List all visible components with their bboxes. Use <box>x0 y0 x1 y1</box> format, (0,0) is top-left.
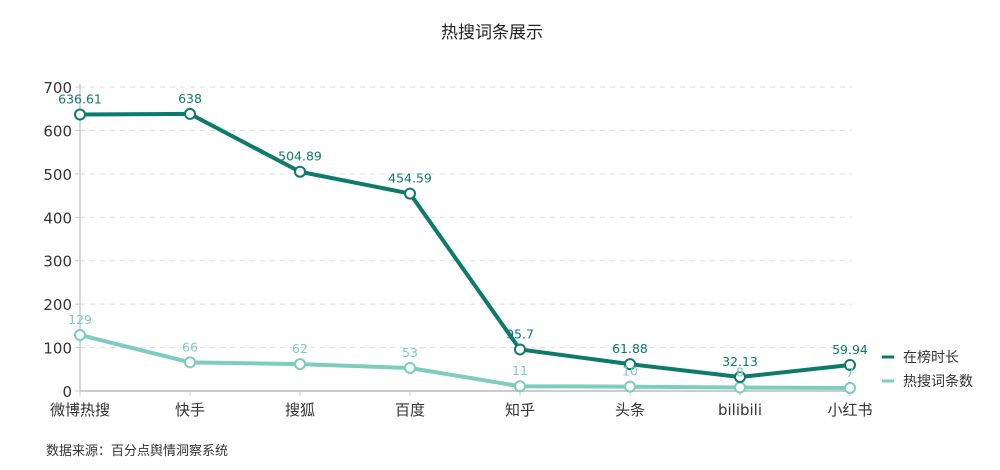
data-value-label: 62 <box>292 341 308 356</box>
data-value-label: 53 <box>402 345 418 360</box>
legend-label[interactable]: 在榜时长 <box>903 349 959 366</box>
data-value-label: 59.94 <box>832 342 868 357</box>
x-category-label: 快手 <box>175 401 205 419</box>
x-category-label: bilibili <box>718 401 762 419</box>
data-point[interactable] <box>514 380 526 393</box>
series-line <box>79 333 851 390</box>
y-tick-label: 500 <box>43 166 72 184</box>
data-point[interactable] <box>184 107 196 120</box>
data-value-label: 95.7 <box>506 326 534 341</box>
data-point[interactable] <box>184 356 196 369</box>
y-tick-label: 700 <box>43 79 72 97</box>
data-point[interactable] <box>514 343 526 356</box>
data-value-label: 129 <box>68 312 92 327</box>
series-line <box>79 111 851 380</box>
data-point[interactable] <box>734 381 746 394</box>
data-value-label: 10 <box>622 364 638 379</box>
data-point[interactable] <box>404 187 416 200</box>
data-point[interactable] <box>294 165 306 178</box>
data-value-label: 66 <box>182 339 198 354</box>
data-value-label: 7 <box>846 365 854 380</box>
data-source-note: 数据来源：百分点舆情洞察系统 <box>46 444 229 459</box>
series-lines <box>74 107 856 394</box>
x-category-label: 百度 <box>395 401 425 419</box>
data-point[interactable] <box>734 371 746 384</box>
y-tick-label: 600 <box>43 122 72 140</box>
y-tick-label: 400 <box>43 209 72 227</box>
gridlines <box>80 86 852 349</box>
data-value-label: 32.13 <box>722 354 758 369</box>
x-category-label: 知乎 <box>505 401 535 419</box>
x-category-label: 头条 <box>615 401 645 419</box>
data-point[interactable] <box>404 361 416 374</box>
data-value-label: 454.59 <box>388 171 432 186</box>
legend-label[interactable]: 热搜词条数 <box>903 373 973 390</box>
data-point[interactable] <box>74 108 86 121</box>
axes: 0 100 200 300 400 500 600 700 微博热搜 快手 搜狐 百度 知乎 头条 bili… <box>43 79 872 419</box>
x-category-label: 搜狐 <box>285 401 315 419</box>
data-point[interactable] <box>74 328 86 341</box>
y-tick-label: 100 <box>43 340 72 358</box>
data-point[interactable] <box>624 380 636 393</box>
data-point[interactable] <box>844 358 856 371</box>
data-value-label: 638 <box>178 91 202 106</box>
data-labels: 636.61 638 504.89 454.59 95.7 61.88 32.13 59.94… <box>58 91 868 380</box>
data-point[interactable] <box>294 358 306 371</box>
data-value-label: 11 <box>512 363 528 378</box>
data-point[interactable] <box>844 381 856 394</box>
y-tick-label: 200 <box>43 296 72 314</box>
x-category-label: 微博热搜 <box>50 401 110 419</box>
x-category-label: 小红书 <box>827 401 872 419</box>
data-value-label: 8 <box>736 365 744 380</box>
y-tick-label: 0 <box>62 383 72 401</box>
data-value-label: 61.88 <box>612 341 648 356</box>
chart-title: 热搜词条展示 <box>441 23 543 43</box>
data-point[interactable] <box>624 358 636 371</box>
y-tick-label: 300 <box>43 253 72 271</box>
data-value-label: 636.61 <box>58 92 102 107</box>
data-value-label: 504.89 <box>278 149 322 164</box>
